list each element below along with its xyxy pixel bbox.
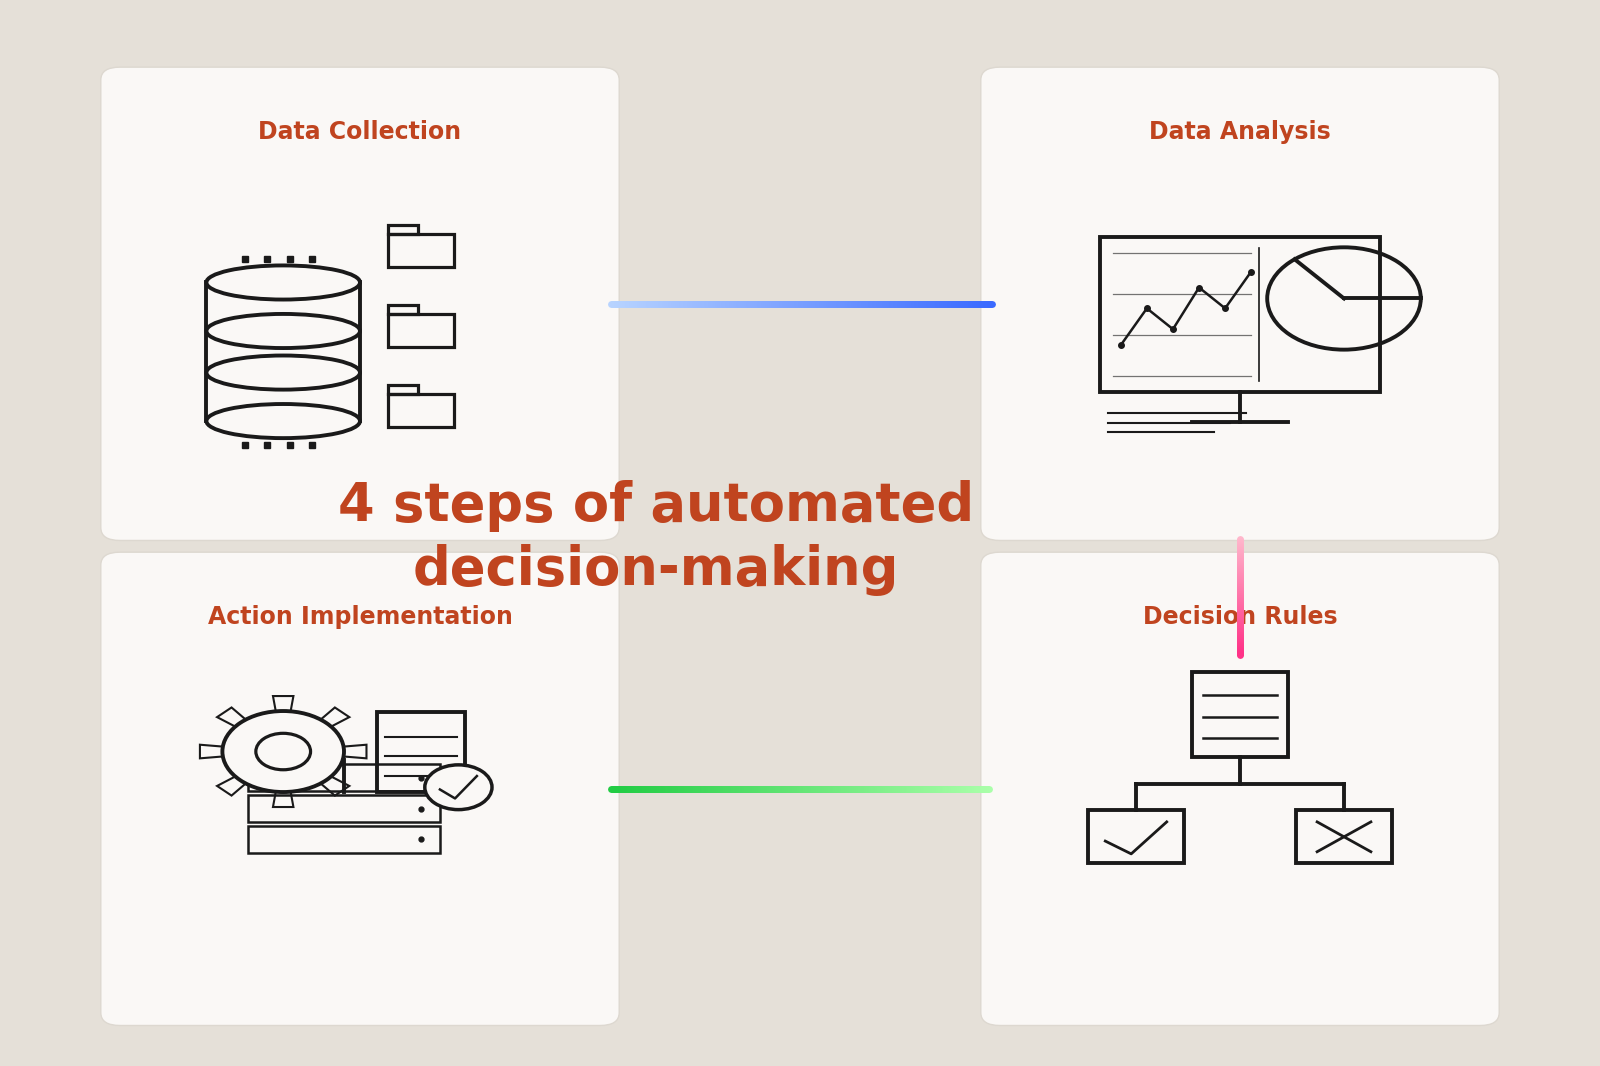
Polygon shape [274,792,293,807]
FancyBboxPatch shape [1192,672,1288,757]
FancyBboxPatch shape [1101,238,1379,392]
Text: 4 steps of automated
decision-making: 4 steps of automated decision-making [338,480,974,597]
Polygon shape [320,708,349,727]
Polygon shape [206,282,360,421]
Ellipse shape [206,265,360,300]
Ellipse shape [206,404,360,438]
Text: Data Analysis: Data Analysis [1149,120,1331,145]
Polygon shape [218,776,246,795]
Polygon shape [218,708,246,727]
FancyBboxPatch shape [248,795,440,822]
FancyBboxPatch shape [101,552,619,1025]
FancyBboxPatch shape [1296,810,1392,863]
Circle shape [222,711,344,792]
Polygon shape [274,696,293,711]
FancyBboxPatch shape [248,764,440,791]
Ellipse shape [206,356,360,390]
Polygon shape [200,745,222,758]
Ellipse shape [206,313,360,349]
Circle shape [426,764,493,810]
FancyBboxPatch shape [101,67,619,540]
FancyBboxPatch shape [378,712,466,791]
FancyBboxPatch shape [387,394,454,426]
FancyBboxPatch shape [387,235,454,266]
Circle shape [1267,247,1421,350]
Polygon shape [320,776,349,795]
FancyBboxPatch shape [248,826,440,853]
FancyBboxPatch shape [981,552,1499,1025]
FancyBboxPatch shape [387,314,454,346]
Text: Data Collection: Data Collection [259,120,461,145]
Text: Decision Rules: Decision Rules [1142,605,1338,630]
Polygon shape [344,745,366,758]
FancyBboxPatch shape [981,67,1499,540]
Text: Action Implementation: Action Implementation [208,605,512,630]
FancyBboxPatch shape [1088,810,1184,863]
